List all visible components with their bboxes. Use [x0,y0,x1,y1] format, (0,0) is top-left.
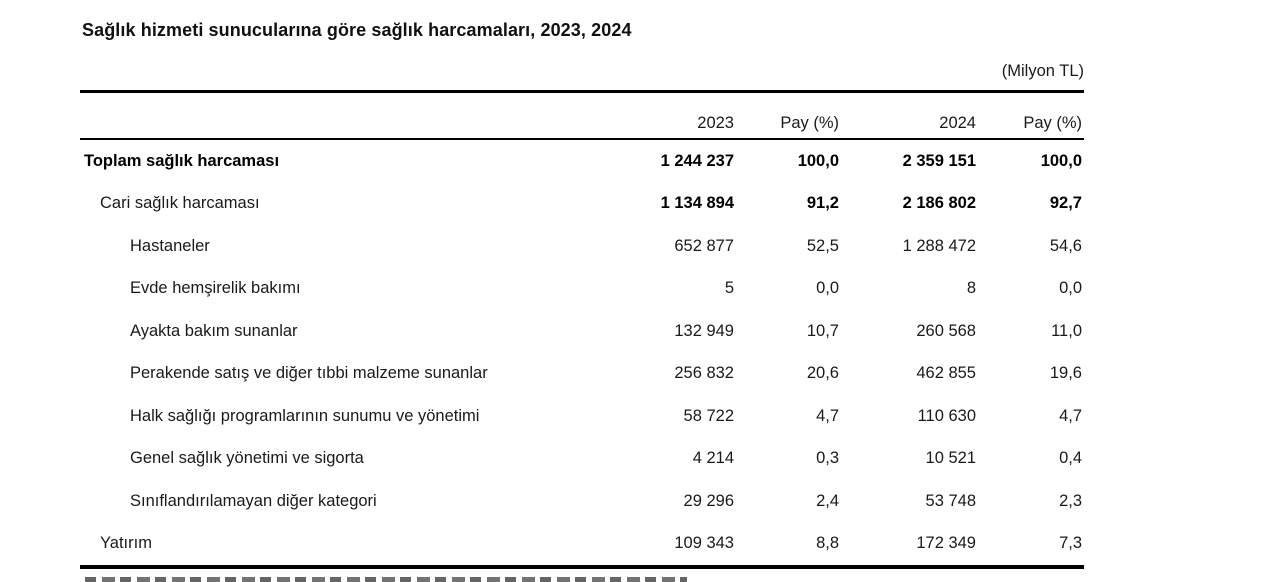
row-pay-2023: 2,4 [816,491,839,510]
row-value-2023: 256 832 [674,364,734,383]
table-row: Yatırım 109 343 8,8 172 349 7,3 [80,523,1084,566]
row-value-2024: 53 748 [925,491,976,510]
row-label: Genel sağlık yönetimi ve sigorta [130,449,364,468]
table-row: Ayakta bakım sunanlar 132 949 10,7 260 5… [80,310,1084,353]
row-label: Evde hemşirelik bakımı [130,279,301,298]
row-value-2023: 58 722 [683,406,734,425]
row-value-2023: 29 296 [683,491,734,510]
table-row: Cari sağlık harcaması 1 134 894 91,2 2 1… [80,183,1084,226]
table-row: Halk sağlığı programlarının sunumu ve yö… [80,395,1084,438]
table-row: Perakende satış ve diğer tıbbi malzeme s… [80,353,1084,396]
row-value-2024: 110 630 [917,406,976,425]
row-label: Ayakta bakım sunanlar [130,321,298,340]
row-label: Cari sağlık harcaması [100,194,260,213]
row-value-2023: 5 [724,279,734,298]
row-pay-2024: 7,3 [1059,534,1082,553]
table-row: Hastaneler 652 877 52,5 1 288 472 54,6 [80,225,1084,268]
row-pay-2024: 54,6 [1049,236,1082,255]
row-pay-2024: 11,0 [1051,321,1082,340]
row-value-2024: 172 349 [916,534,976,553]
row-pay-2023: 91,2 [806,194,839,213]
row-value-2023: 1 244 237 [660,151,734,170]
row-pay-2024: 100,0 [1040,151,1082,170]
header-pay-2024: Pay (%) [1023,114,1082,132]
row-pay-2023: 4,7 [816,406,839,425]
row-value-2023: 132 949 [674,321,734,340]
row-pay-2023: 100,0 [797,151,839,170]
table-row: Genel sağlık yönetimi ve sigorta 4 214 0… [80,438,1084,481]
header-2023: 2023 [697,114,734,132]
header-pay-2023: Pay (%) [780,114,839,132]
row-value-2024: 2 359 151 [902,151,976,170]
header-category [80,133,600,138]
row-pay-2023: 20,6 [806,364,839,383]
row-pay-2024: 2,3 [1059,491,1082,510]
row-pay-2024: 0,0 [1059,279,1082,298]
row-pay-2024: 19,6 [1049,364,1082,383]
table-body: Toplam sağlık harcaması 1 244 237 100,0 … [80,140,1084,569]
table-header-row: 2023 Pay (%) 2024 Pay (%) [80,93,1084,140]
row-pay-2024: 92,7 [1049,194,1082,213]
row-label: Perakende satış ve diğer tıbbi malzeme s… [130,364,488,383]
header-2024: 2024 [939,114,976,132]
row-value-2024: 1 288 472 [902,236,976,255]
row-value-2024: 2 186 802 [902,194,976,213]
row-pay-2023: 0,0 [816,279,839,298]
page-title: Sağlık hizmeti sunucularına göre sağlık … [82,20,632,40]
row-label: Toplam sağlık harcaması [84,151,280,170]
row-label: Yatırım [100,534,152,553]
row-pay-2024: 0,4 [1059,449,1082,468]
footnote-text-cutoff [85,577,687,582]
row-value-2023: 4 214 [692,449,734,468]
row-label: Halk sağlığı programlarının sunumu ve yö… [130,406,480,425]
table-row: Evde hemşirelik bakımı 5 0,0 8 0,0 [80,268,1084,311]
unit-label: (Milyon TL) [1001,62,1084,80]
row-pay-2023: 0,3 [816,449,839,468]
row-value-2024: 462 855 [916,364,976,383]
row-value-2023: 109 343 [674,534,734,553]
row-value-2024: 260 568 [916,321,976,340]
row-pay-2023: 8,8 [816,534,839,553]
row-pay-2023: 52,5 [806,236,839,255]
row-value-2024: 8 [966,279,976,298]
row-label: Sınıflandırılamayan diğer kategori [130,491,377,510]
row-label: Hastaneler [130,236,210,255]
row-value-2023: 1 134 894 [660,194,734,213]
health-expenditure-table: 2023 Pay (%) 2024 Pay (%) Toplam sağlık … [80,90,1084,569]
row-value-2023: 652 877 [674,236,734,255]
table-row: Toplam sağlık harcaması 1 244 237 100,0 … [80,140,1084,183]
row-value-2024: 10 521 [925,449,976,468]
row-pay-2023: 10,7 [806,321,839,340]
row-pay-2024: 4,7 [1059,406,1082,425]
table-row: Sınıflandırılamayan diğer kategori 29 29… [80,480,1084,523]
